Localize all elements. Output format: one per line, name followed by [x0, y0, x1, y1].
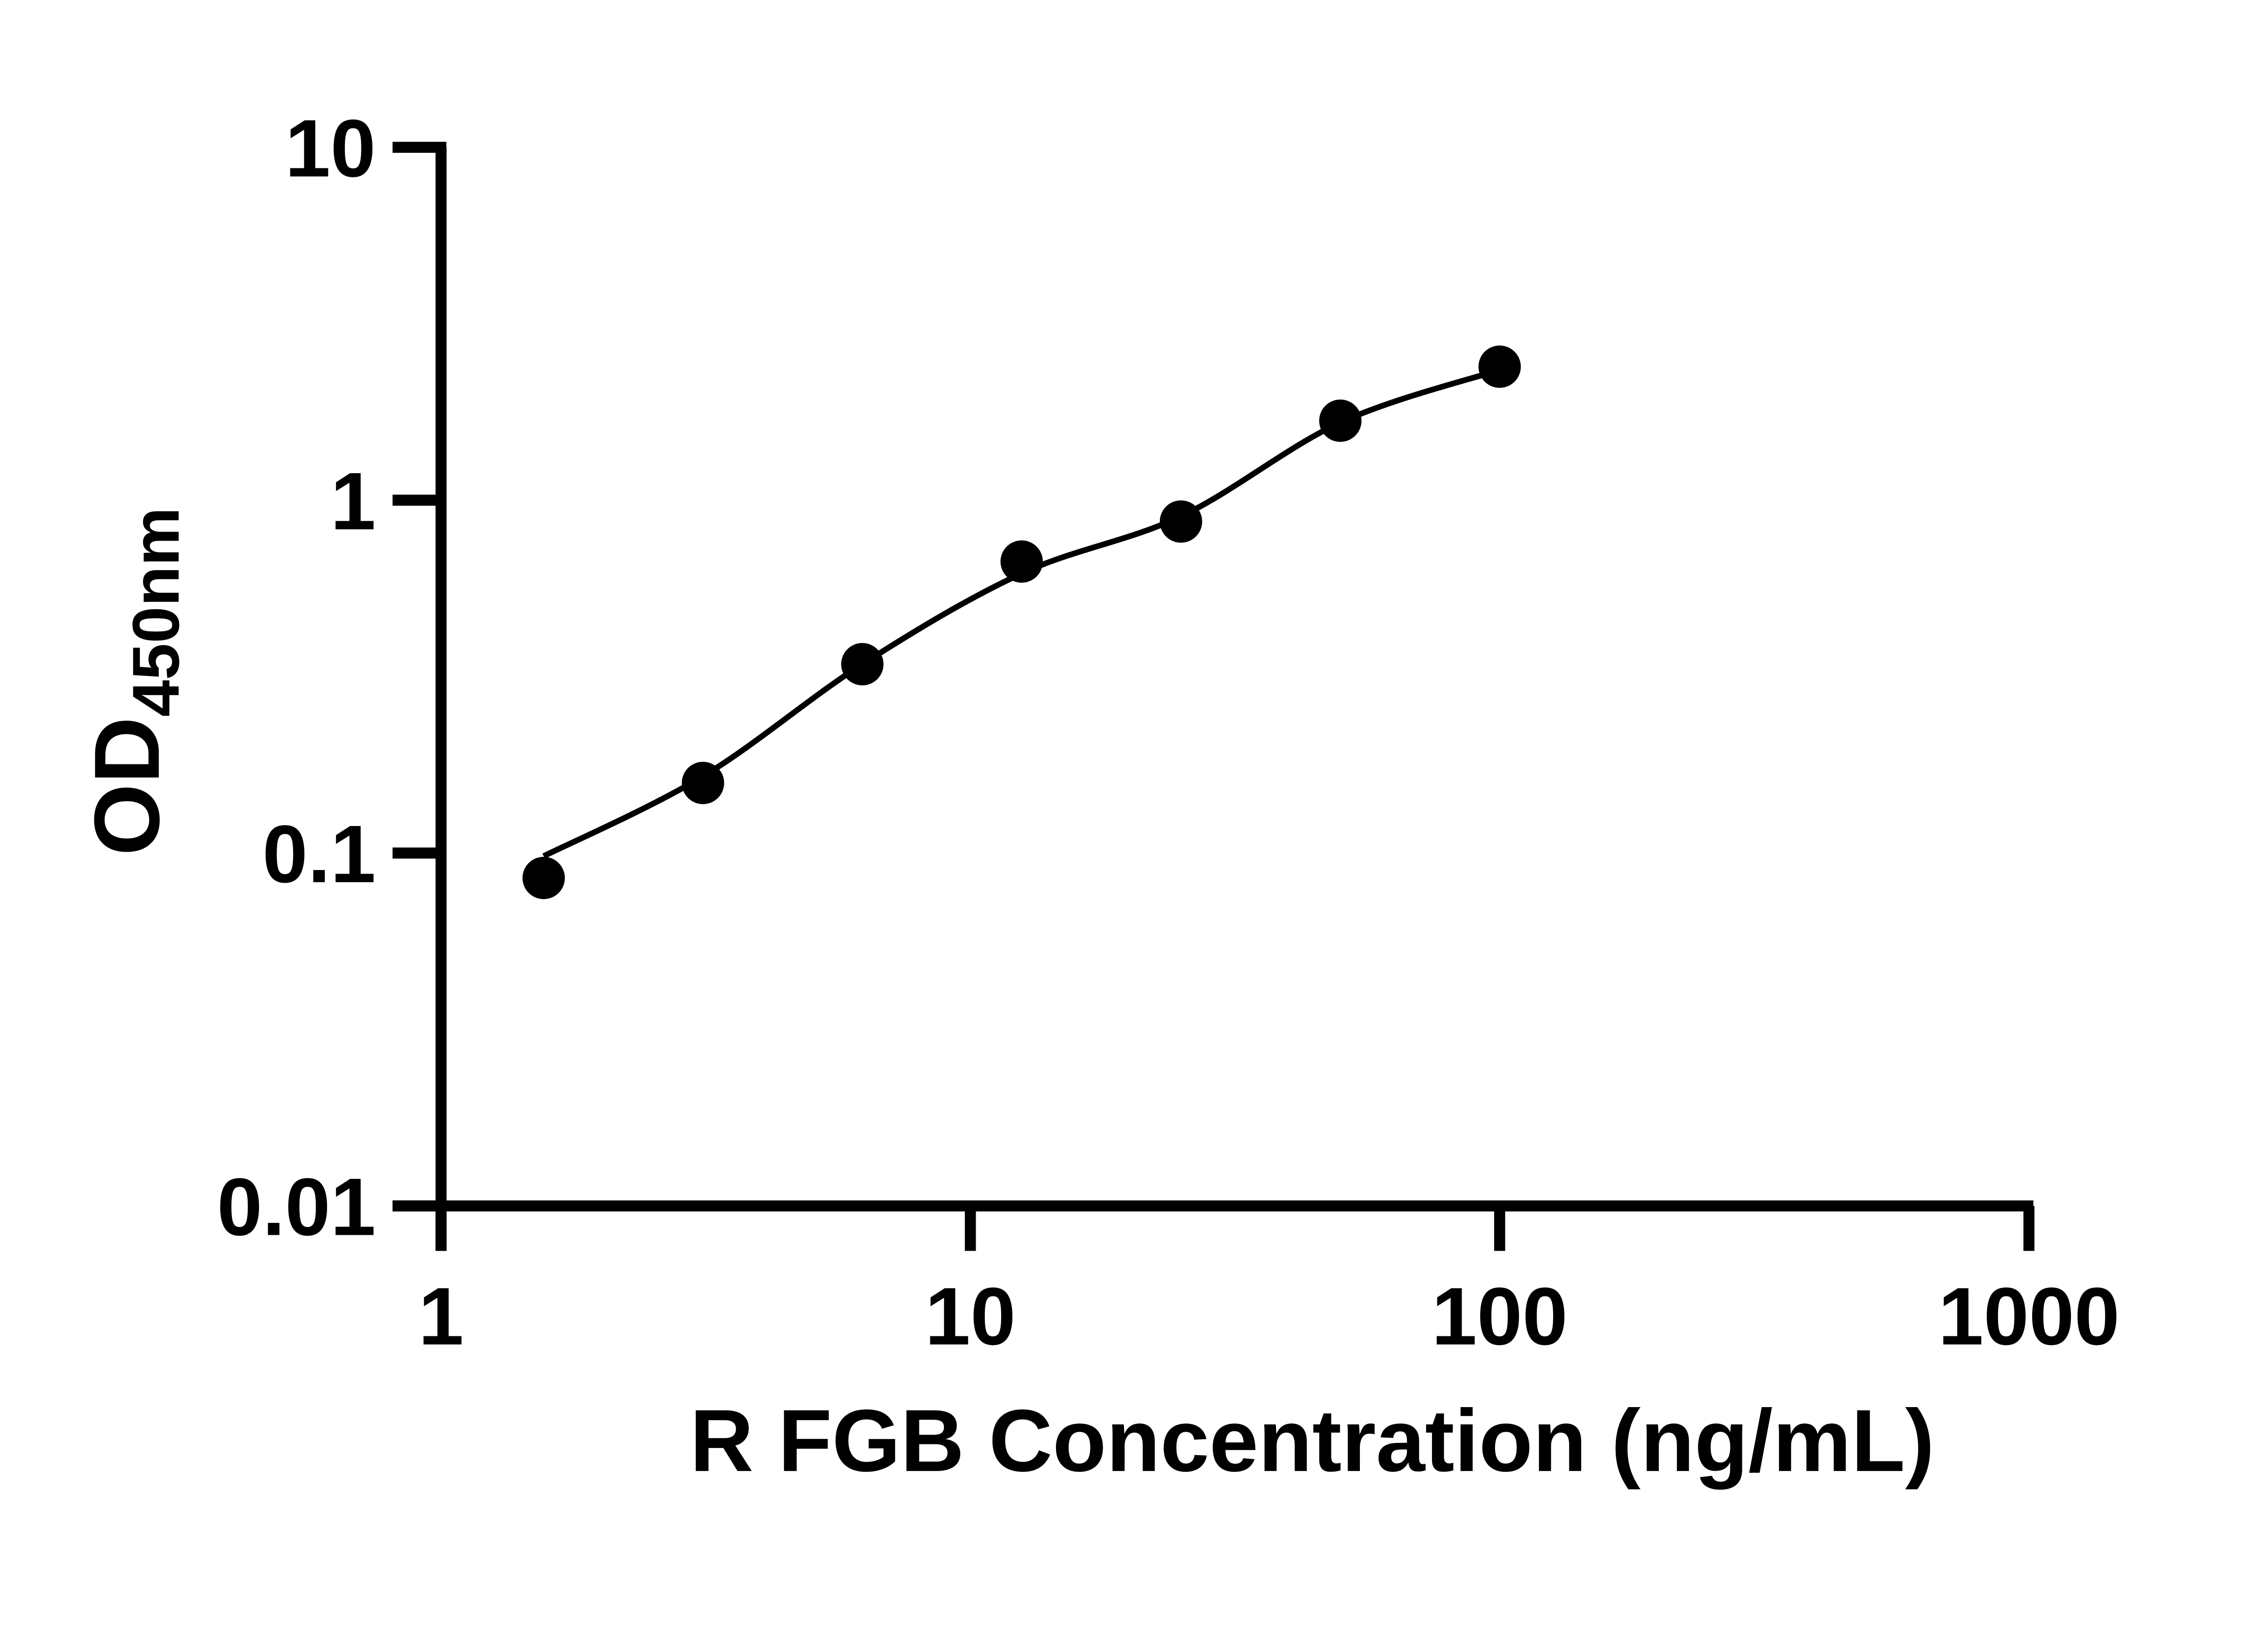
tick-labels: 10 1 0.1 0.01 1 10 100 1000 — [217, 103, 2120, 1362]
x-axis-title: R FGB Concentration (ng/mL) — [690, 1392, 1935, 1490]
y-axis-title-main: OD — [75, 717, 179, 856]
plot-area — [522, 345, 1521, 900]
y-axis-title: OD450nm — [75, 507, 193, 856]
data-point-marker — [682, 762, 724, 804]
x-tick-label: 10 — [925, 1271, 1016, 1362]
x-tick-label: 1000 — [1938, 1271, 2120, 1362]
y-tick-label: 0.1 — [262, 809, 376, 900]
y-tick-label: 1 — [330, 456, 376, 547]
y-tick-label: 0.01 — [217, 1162, 376, 1253]
elisa-standard-curve-figure: 10 1 0.1 0.01 1 10 100 1000 R FGB Concentration… — [75, 103, 2120, 1490]
x-tick-label: 1 — [418, 1271, 464, 1362]
data-point-marker — [841, 643, 884, 685]
tick-marks — [392, 142, 2035, 1251]
data-point-marker — [1478, 345, 1521, 388]
data-point-marker — [1000, 540, 1043, 583]
axes — [392, 147, 2033, 1251]
data-point-marker — [1159, 500, 1202, 543]
x-tick-label: 100 — [1432, 1271, 1568, 1362]
y-tick-label: 10 — [285, 103, 376, 194]
elisa-standard-curve-chart: 10 1 0.1 0.01 1 10 100 1000 R FGB Concentration… — [75, 103, 2120, 1490]
data-point-marker — [1319, 399, 1362, 442]
data-point-marker — [522, 856, 565, 900]
y-axis-title-subscript: 450nm — [119, 507, 193, 717]
